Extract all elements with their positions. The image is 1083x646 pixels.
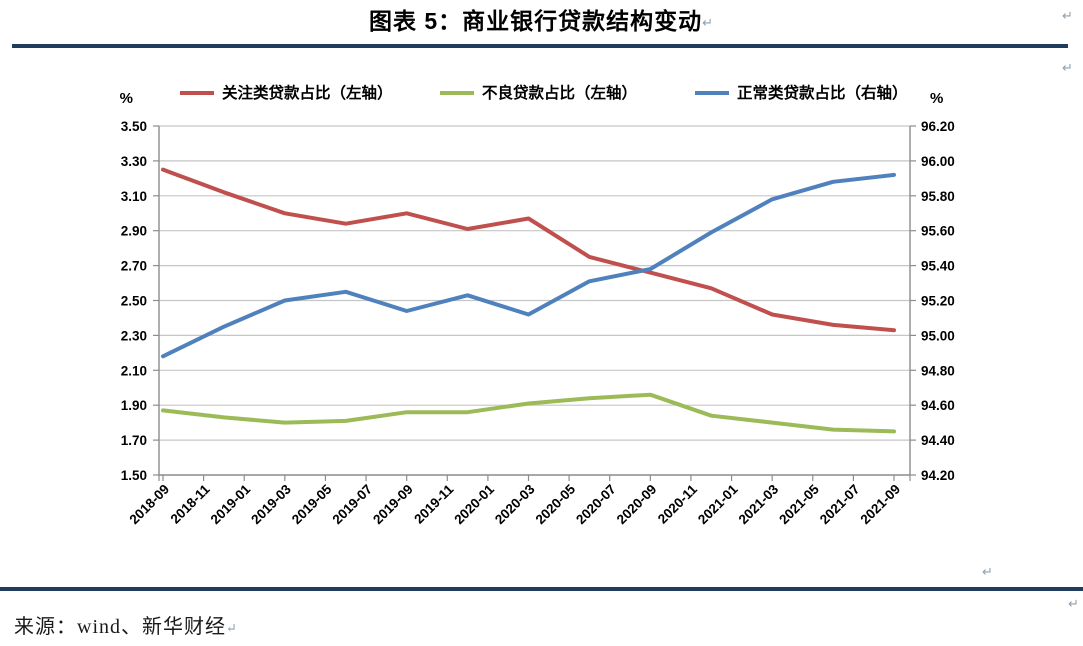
paragraph-mark-icon: ↵ [226, 620, 238, 636]
legend-item-label: 关注类贷款占比（左轴） [222, 83, 393, 102]
x-axis-tick-label: 2021-07 [817, 482, 863, 528]
left-axis-tick-label: 3.10 [121, 189, 147, 204]
x-axis-tick-label: 2019-03 [248, 481, 294, 527]
x-axis-tick-label: 2019-07 [330, 482, 376, 528]
right-axis-tick-label: 95.00 [921, 328, 955, 343]
x-axis-tick-label: 2020-07 [573, 482, 619, 528]
source-text: 来源：wind、新华财经 [14, 616, 226, 638]
x-axis-tick-label: 2021-03 [736, 481, 782, 527]
x-axis-tick-label: 2021-05 [776, 481, 822, 527]
x-axis-tick-label: 2020-01 [451, 481, 497, 527]
paragraph-mark-icon: ↵ [1068, 596, 1079, 611]
x-axis-tick-label: 2018-09 [126, 482, 172, 528]
chart-title-text: 图表 5：商业银行贷款结构变动 [368, 8, 703, 34]
x-axis-tick-label: 2020-03 [492, 481, 538, 527]
axis-lines [153, 125, 916, 481]
paragraph-mark-icon: ↵ [702, 14, 715, 30]
right-axis-tick-label: 96.00 [921, 154, 955, 169]
x-axis-tick-label: 2019-01 [208, 481, 254, 527]
divider-bottom [0, 587, 1083, 591]
x-axis-tick-label: 2018-11 [168, 481, 213, 526]
x-axis-tick-label: 2021-09 [857, 482, 903, 528]
series-line-1 [161, 392, 896, 434]
x-axis-tick-label: 2019-09 [370, 482, 416, 528]
loan-structure-line-chart: 3.50 3.30 3.10 2.90 2.70 2.50 2.30 2.10 1.90 1.70… [120, 83, 955, 527]
legend: 关注类贷款占比（左轴） 不良贷款占比（左轴） 正常类贷款占比（右轴） [180, 83, 908, 102]
left-axis-unit-label: % [120, 90, 133, 107]
x-axis-tick-label: 2020-11 [655, 481, 700, 526]
legend-item-label: 不良贷款占比（左轴） [482, 83, 637, 102]
series-line-0 [161, 167, 896, 333]
paragraph-mark-icon: ↵ [1062, 8, 1073, 23]
series-line-2 [161, 172, 896, 359]
paragraph-mark-icon: ↵ [982, 564, 993, 579]
left-axis-tick-label: 2.70 [121, 259, 147, 274]
x-axis-tick-label: 2020-09 [614, 482, 660, 528]
left-axis-tick-label: 2.10 [121, 363, 147, 378]
left-axis-tick-label: 2.50 [121, 294, 147, 309]
left-axis-tick-label: 2.90 [121, 224, 147, 239]
right-axis-tick-label: 94.40 [921, 433, 955, 448]
x-axis-tick-label: 2020-05 [533, 481, 579, 527]
left-axis-tick-label: 3.30 [121, 154, 147, 169]
right-axis-tick-label: 95.80 [921, 189, 955, 204]
divider-top [12, 44, 1068, 48]
x-axis-labels: 2018-092018-112019-012019-032019-052019-… [126, 481, 903, 527]
x-axis-tick-label: 2021-01 [695, 481, 741, 527]
legend-item-label: 正常类贷款占比（右轴） [737, 83, 908, 102]
left-axis-tick-label: 2.30 [121, 328, 147, 343]
page-title: 图表 5：商业银行贷款结构变动↵ [0, 2, 1083, 36]
right-axis-tick-label: 96.20 [921, 119, 955, 134]
axis-tick-labels: 3.50 3.30 3.10 2.90 2.70 2.50 2.30 2.10 1.90 1.70… [120, 90, 955, 483]
left-axis-tick-label: 3.50 [121, 119, 147, 134]
series-lines [161, 167, 896, 434]
right-axis-tick-label: 95.60 [921, 224, 955, 239]
right-axis-tick-label: 95.40 [921, 259, 955, 274]
right-axis-unit-label: % [930, 90, 943, 107]
right-axis-tick-label: 95.20 [921, 294, 955, 309]
x-axis-tick-label: 2019-11 [411, 481, 456, 526]
left-axis-tick-label: 1.50 [121, 468, 147, 483]
right-axis-tick-label: 94.60 [921, 398, 955, 413]
source-caption: 来源：wind、新华财经↵ [14, 610, 238, 639]
right-axis-tick-label: 94.80 [921, 363, 955, 378]
left-axis-tick-label: 1.70 [121, 433, 147, 448]
paragraph-mark-icon: ↵ [1062, 60, 1073, 75]
x-axis-tick-label: 2019-05 [289, 481, 335, 527]
right-axis-tick-label: 94.20 [921, 468, 955, 483]
left-axis-tick-label: 1.90 [121, 398, 147, 413]
